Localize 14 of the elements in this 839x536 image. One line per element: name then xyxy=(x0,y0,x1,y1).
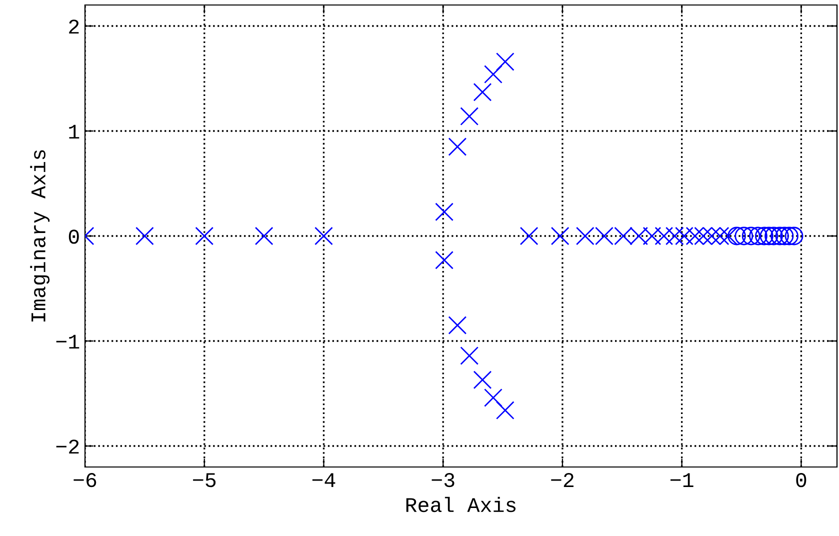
x-tick-label: −5 xyxy=(193,473,216,488)
y-tick-label: −1 xyxy=(56,334,80,349)
x-tick-label: −2 xyxy=(551,473,574,487)
y-tick-label: 0 xyxy=(68,230,79,244)
x-tick-label: −6 xyxy=(74,473,96,488)
x-tick-label: 0 xyxy=(796,473,806,488)
x-tick-label: −1 xyxy=(670,473,694,487)
y-axis-title: Imaginary Axis xyxy=(30,150,50,322)
x-tick-label: −4 xyxy=(312,473,336,487)
x-tick-label: −3 xyxy=(432,473,454,488)
y-tick-label: −2 xyxy=(56,440,79,454)
x-axis-title: Real Axis xyxy=(406,496,516,512)
y-tick-label: 2 xyxy=(69,20,79,34)
y-tick-label: 1 xyxy=(69,124,80,139)
